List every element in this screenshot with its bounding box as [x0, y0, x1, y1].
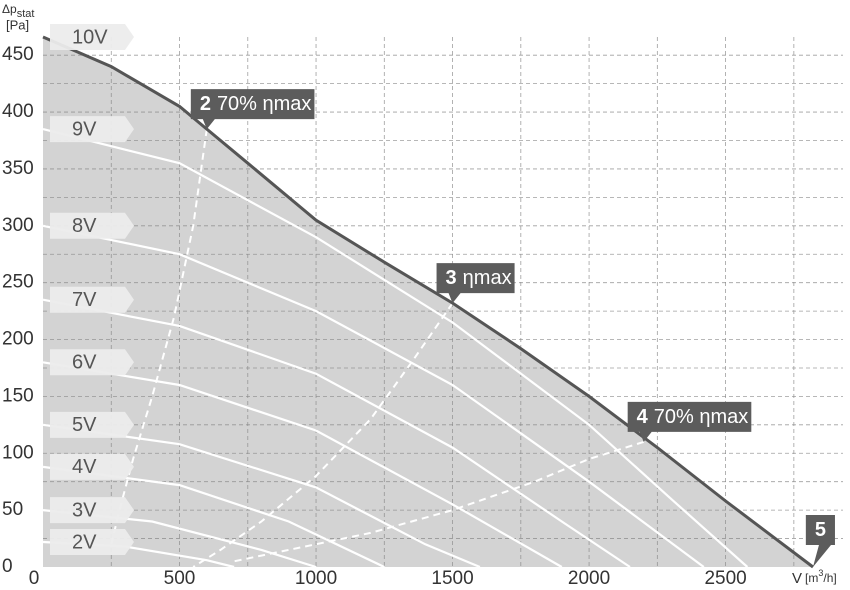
callout-text: 2 70% ηmax — [200, 93, 312, 115]
callout: 5 — [805, 515, 835, 567]
voltage-label: 10V — [72, 26, 108, 48]
voltage-tag — [50, 528, 134, 555]
voltage-label: 2V — [72, 531, 97, 553]
efficiency-line — [110, 128, 208, 545]
voltage-label: 3V — [72, 499, 97, 521]
envelope — [43, 37, 813, 567]
callout-number: 5 — [815, 519, 826, 541]
voltage-tag — [50, 349, 134, 376]
voltage-tag — [50, 116, 134, 143]
voltage-tag — [50, 286, 134, 313]
y-unit: [Pa] — [6, 17, 29, 32]
callout-number: 4 — [637, 406, 649, 428]
x-tick-label: 1000 — [295, 568, 337, 589]
voltage-tag — [50, 497, 134, 524]
voltage-label: 5V — [72, 414, 97, 436]
y-tick-label: 150 — [2, 385, 34, 406]
voltage-curve — [42, 298, 631, 568]
y-tick-label: 450 — [2, 44, 34, 65]
voltage-label: 6V — [72, 352, 97, 374]
callout-text: 3 ηmax — [446, 267, 512, 289]
x-unit-post: /h] — [823, 571, 836, 585]
y-label: Δp — [2, 2, 17, 16]
x-axis-label: V [m3/h] — [792, 568, 837, 587]
voltage-tag — [50, 24, 134, 50]
callout-number: 2 — [200, 93, 211, 115]
x-tick-label: 2000 — [568, 568, 610, 589]
callout-number: 3 — [446, 267, 457, 289]
voltage-tag — [50, 212, 134, 239]
callout-box — [805, 515, 835, 567]
y-tick-label: 200 — [2, 329, 34, 350]
callout: 3 ηmax — [436, 263, 515, 304]
voltage-tag — [50, 411, 134, 438]
voltage-curve — [42, 361, 563, 568]
callout-label: 70% ηmax — [217, 93, 311, 115]
efficiency-line — [192, 302, 454, 568]
y-tick-label: 250 — [2, 272, 34, 293]
y-tick-label: 400 — [2, 101, 34, 122]
x-tick-label: 2500 — [704, 568, 746, 589]
callout-label: 70% ηmax — [654, 406, 749, 428]
x-tick-label: 0 — [29, 568, 40, 589]
x-unit-sup: 3 — [818, 568, 823, 578]
callout-box — [190, 89, 315, 130]
callout-label: ηmax — [463, 267, 512, 289]
y-tick-label: 0 — [2, 556, 13, 577]
callout-text: 5 — [815, 519, 826, 541]
y-axis-label: Δpstat — [2, 2, 34, 20]
x-tick-label: 500 — [164, 568, 196, 589]
y-label-sub: stat — [17, 8, 35, 20]
x-unit: [m — [805, 571, 818, 585]
voltage-curve — [42, 423, 481, 569]
y-tick-label: 350 — [2, 158, 34, 179]
voltage-label: 7V — [72, 289, 97, 311]
x-label: V — [792, 570, 802, 587]
callout-box — [627, 401, 752, 442]
envelope-curve — [42, 35, 814, 569]
voltage-label: 8V — [72, 215, 97, 237]
callout: 2 70% ηmax — [190, 89, 315, 130]
y-tick-label: 300 — [2, 215, 34, 236]
callout-text: 4 70% ηmax — [637, 406, 749, 428]
voltage-tag — [50, 453, 134, 480]
y-tick-label: 50 — [2, 499, 23, 520]
y-tick-label: 100 — [2, 442, 34, 463]
voltage-curve — [42, 224, 705, 568]
voltage-label: 9V — [72, 118, 97, 140]
callout: 4 70% ηmax — [627, 401, 752, 442]
voltage-curve — [42, 128, 749, 568]
x-tick-label: 1500 — [431, 568, 473, 589]
callout-box — [436, 263, 515, 304]
voltage-label: 4V — [72, 456, 97, 478]
